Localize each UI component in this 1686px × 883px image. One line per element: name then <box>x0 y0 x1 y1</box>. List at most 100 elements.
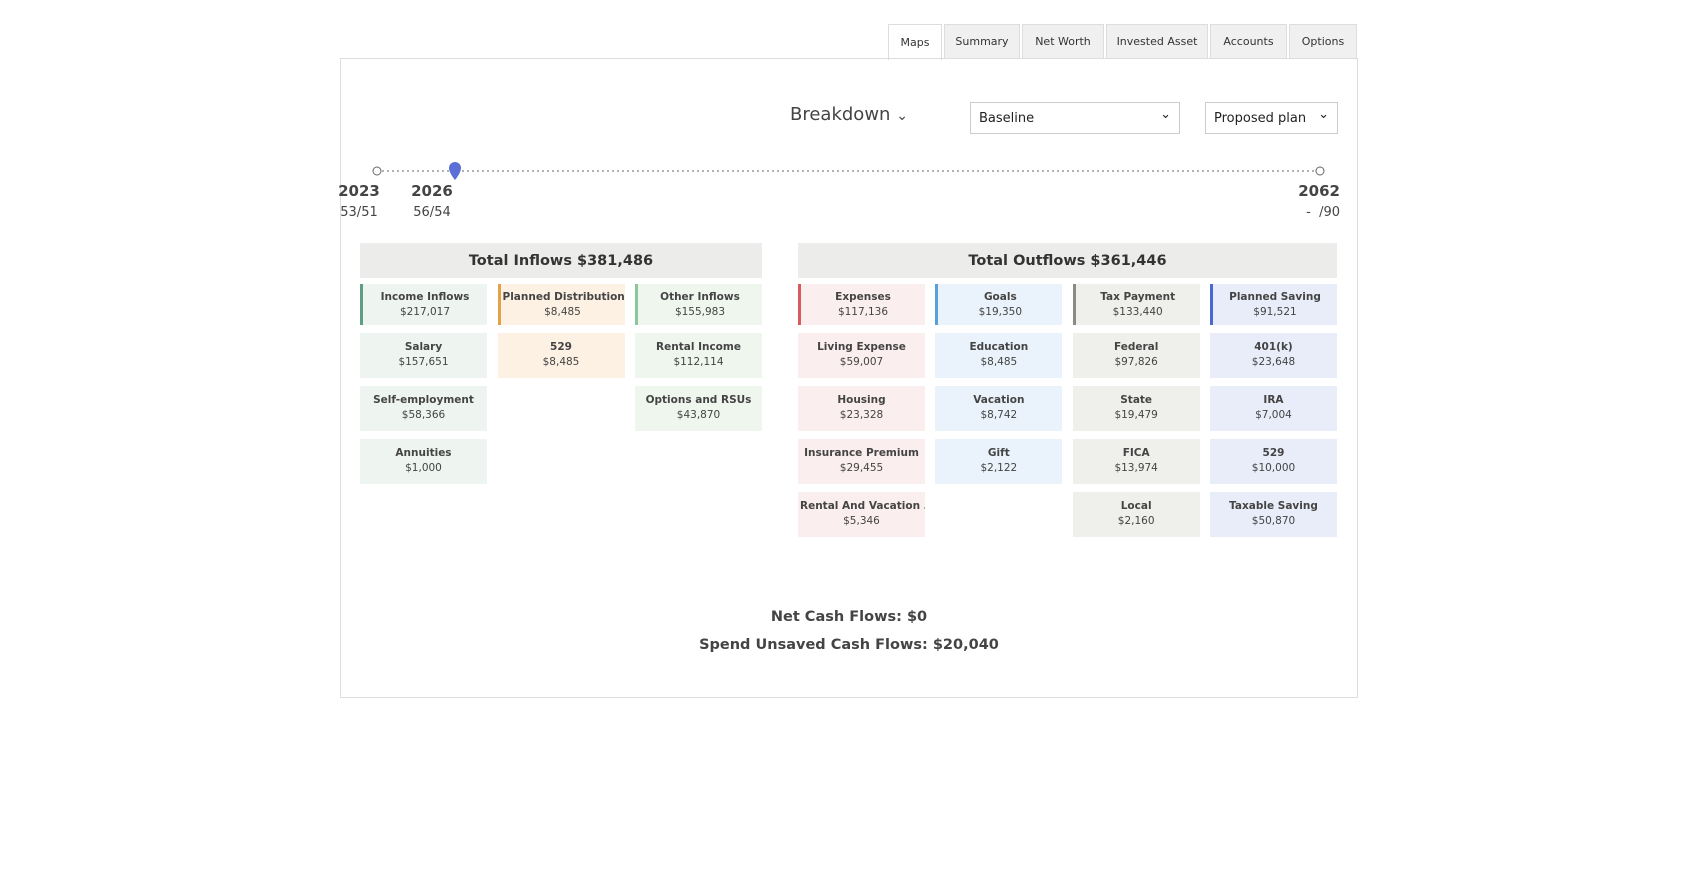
item-label: Rental And Vacation … <box>800 500 925 512</box>
timeline-end[interactable] <box>1315 166 1325 176</box>
timeline-year: 2026 <box>411 182 453 200</box>
scenario-label: Baseline <box>979 110 1035 126</box>
tab[interactable]: Invested Asset <box>1106 24 1208 58</box>
item[interactable]: Local $2,160 <box>1072 492 1200 537</box>
item-amount: $1,000 <box>405 462 442 474</box>
item[interactable]: State $19,479 <box>1072 386 1200 431</box>
column-header[interactable]: Goals $19,350 <box>935 284 1063 325</box>
item[interactable]: Vacation $8,742 <box>935 386 1063 431</box>
plan-select[interactable]: Proposed plan ⌄ <box>1205 102 1338 134</box>
column-amount: $155,983 <box>674 306 726 318</box>
item-amount: $2,122 <box>980 462 1018 474</box>
tab[interactable]: Accounts <box>1210 24 1287 58</box>
timeline-ages: 56/54 <box>413 205 451 220</box>
item-amount: $10,000 <box>1251 462 1296 474</box>
column-title: Other Inflows <box>660 291 740 303</box>
item[interactable]: Rental And Vacation … $5,346 <box>798 492 925 537</box>
column-header[interactable]: Planned Distribution $8,485 <box>497 284 625 325</box>
item-amount: $2,160 <box>1117 515 1155 527</box>
tab[interactable]: Options <box>1289 24 1357 58</box>
item[interactable]: Annuities $1,000 <box>360 439 487 484</box>
item-label: 529 <box>1262 447 1285 459</box>
item-amount: $58,366 <box>401 409 446 421</box>
item-amount: $19,479 <box>1114 409 1158 421</box>
item[interactable]: Taxable Saving $50,870 <box>1209 492 1337 537</box>
item-label: Options and RSUs <box>645 394 752 406</box>
item-label: Gift <box>987 447 1010 459</box>
item-amount: $112,114 <box>673 356 724 368</box>
item[interactable]: Housing $23,328 <box>798 386 925 431</box>
column-title: Goals <box>983 291 1017 303</box>
breakdown-dropdown[interactable]: Breakdown ⌄ <box>790 104 908 125</box>
item[interactable]: Gift $2,122 <box>935 439 1063 484</box>
net-cash-flows: Net Cash Flows: $0 <box>770 609 928 625</box>
item-label: Taxable Saving <box>1229 500 1318 512</box>
item-label: Living Expense <box>817 341 906 353</box>
item-label: IRA <box>1263 394 1284 406</box>
tab[interactable]: Net Worth <box>1022 24 1104 58</box>
column-header[interactable]: Tax Payment $133,440 <box>1072 284 1200 325</box>
spend-unsaved: Spend Unsaved Cash Flows: $20,040 <box>699 637 999 653</box>
timeline-ages: - /90 <box>1306 205 1340 220</box>
item-amount: $8,485 <box>980 356 1018 368</box>
column-title: Income Inflows <box>380 291 470 303</box>
timeline-marker[interactable] <box>449 162 461 180</box>
item-amount: $157,651 <box>398 356 449 368</box>
item[interactable]: Federal $97,826 <box>1072 333 1200 378</box>
item[interactable]: Options and RSUs $43,870 <box>635 386 762 431</box>
column: Tax Payment $133,440 Federal $97,826 State $1… <box>1072 284 1200 545</box>
column-amount: $91,521 <box>1253 306 1297 318</box>
column-header[interactable]: Other Inflows $155,983 <box>635 284 762 325</box>
tab[interactable]: Summary <box>944 24 1020 58</box>
item-amount: $59,007 <box>839 356 884 368</box>
item[interactable]: Self-employment $58,366 <box>360 386 487 431</box>
item-label: FICA <box>1122 447 1150 459</box>
item[interactable]: FICA $13,974 <box>1072 439 1200 484</box>
timeline-start[interactable] <box>372 166 382 176</box>
item-amount: $50,870 <box>1251 515 1296 527</box>
item-amount: $23,648 <box>1251 356 1296 368</box>
item-label: Education <box>969 341 1029 353</box>
tab[interactable]: Maps <box>888 24 942 60</box>
timeline-year: 2023 <box>338 182 380 200</box>
item[interactable]: Insurance Premium $29,455 <box>798 439 925 484</box>
item-amount: $8,742 <box>980 409 1018 421</box>
item-amount: $5,346 <box>843 515 880 527</box>
item-label: Vacation <box>973 394 1025 406</box>
column-header[interactable]: Income Inflows $217,017 <box>360 284 487 325</box>
column: Other Inflows $155,983 Rental Income $112,1… <box>635 284 762 492</box>
item-amount: $8,485 <box>542 356 580 368</box>
item-label: Self-employment <box>373 394 474 406</box>
column-header[interactable]: Expenses $117,136 <box>798 284 925 325</box>
item-amount: $7,004 <box>1255 409 1292 421</box>
column: Planned Saving $91,521 401(k) $23,648 IRA $7,… <box>1209 284 1337 545</box>
breakdown-label: Breakdown <box>790 104 891 125</box>
item[interactable]: Living Expense $59,007 <box>798 333 925 378</box>
section-title: Total Inflows $381,486 <box>360 243 762 278</box>
scenario-select[interactable]: Baseline ⌄ <box>970 102 1180 134</box>
item[interactable]: IRA $7,004 <box>1209 386 1337 431</box>
item-label: 401(k) <box>1254 341 1293 353</box>
item-label: 529 <box>550 341 572 353</box>
item-label: State <box>1120 394 1153 406</box>
item[interactable]: 529 $8,485 <box>497 333 625 378</box>
column: Income Inflows $217,017 Salary $157,651 Self… <box>360 284 487 492</box>
item[interactable]: Salary $157,651 <box>360 333 487 378</box>
column-title: Planned Saving <box>1229 291 1321 303</box>
item-label: Housing <box>837 394 886 406</box>
item[interactable]: 529 $10,000 <box>1209 439 1337 484</box>
column-title: Planned Distribution <box>502 291 625 303</box>
column-amount: $8,485 <box>544 306 581 318</box>
columns: Expenses $117,136 Living Expense $59,007 Hou… <box>798 284 1337 545</box>
item-amount: $23,328 <box>839 409 884 421</box>
columns: Income Inflows $217,017 Salary $157,651 Self… <box>360 284 762 492</box>
column: Goals $19,350 Education $8,485 Vacation $8,74… <box>935 284 1063 545</box>
item[interactable]: Rental Income $112,114 <box>635 333 762 378</box>
item-label: Insurance Premium <box>804 447 919 459</box>
column-header[interactable]: Planned Saving $91,521 <box>1209 284 1337 325</box>
item-amount: $13,974 <box>1114 462 1158 474</box>
section-title: Total Outflows $361,446 <box>798 243 1337 278</box>
item[interactable]: Education $8,485 <box>935 333 1063 378</box>
item[interactable]: 401(k) $23,648 <box>1209 333 1337 378</box>
